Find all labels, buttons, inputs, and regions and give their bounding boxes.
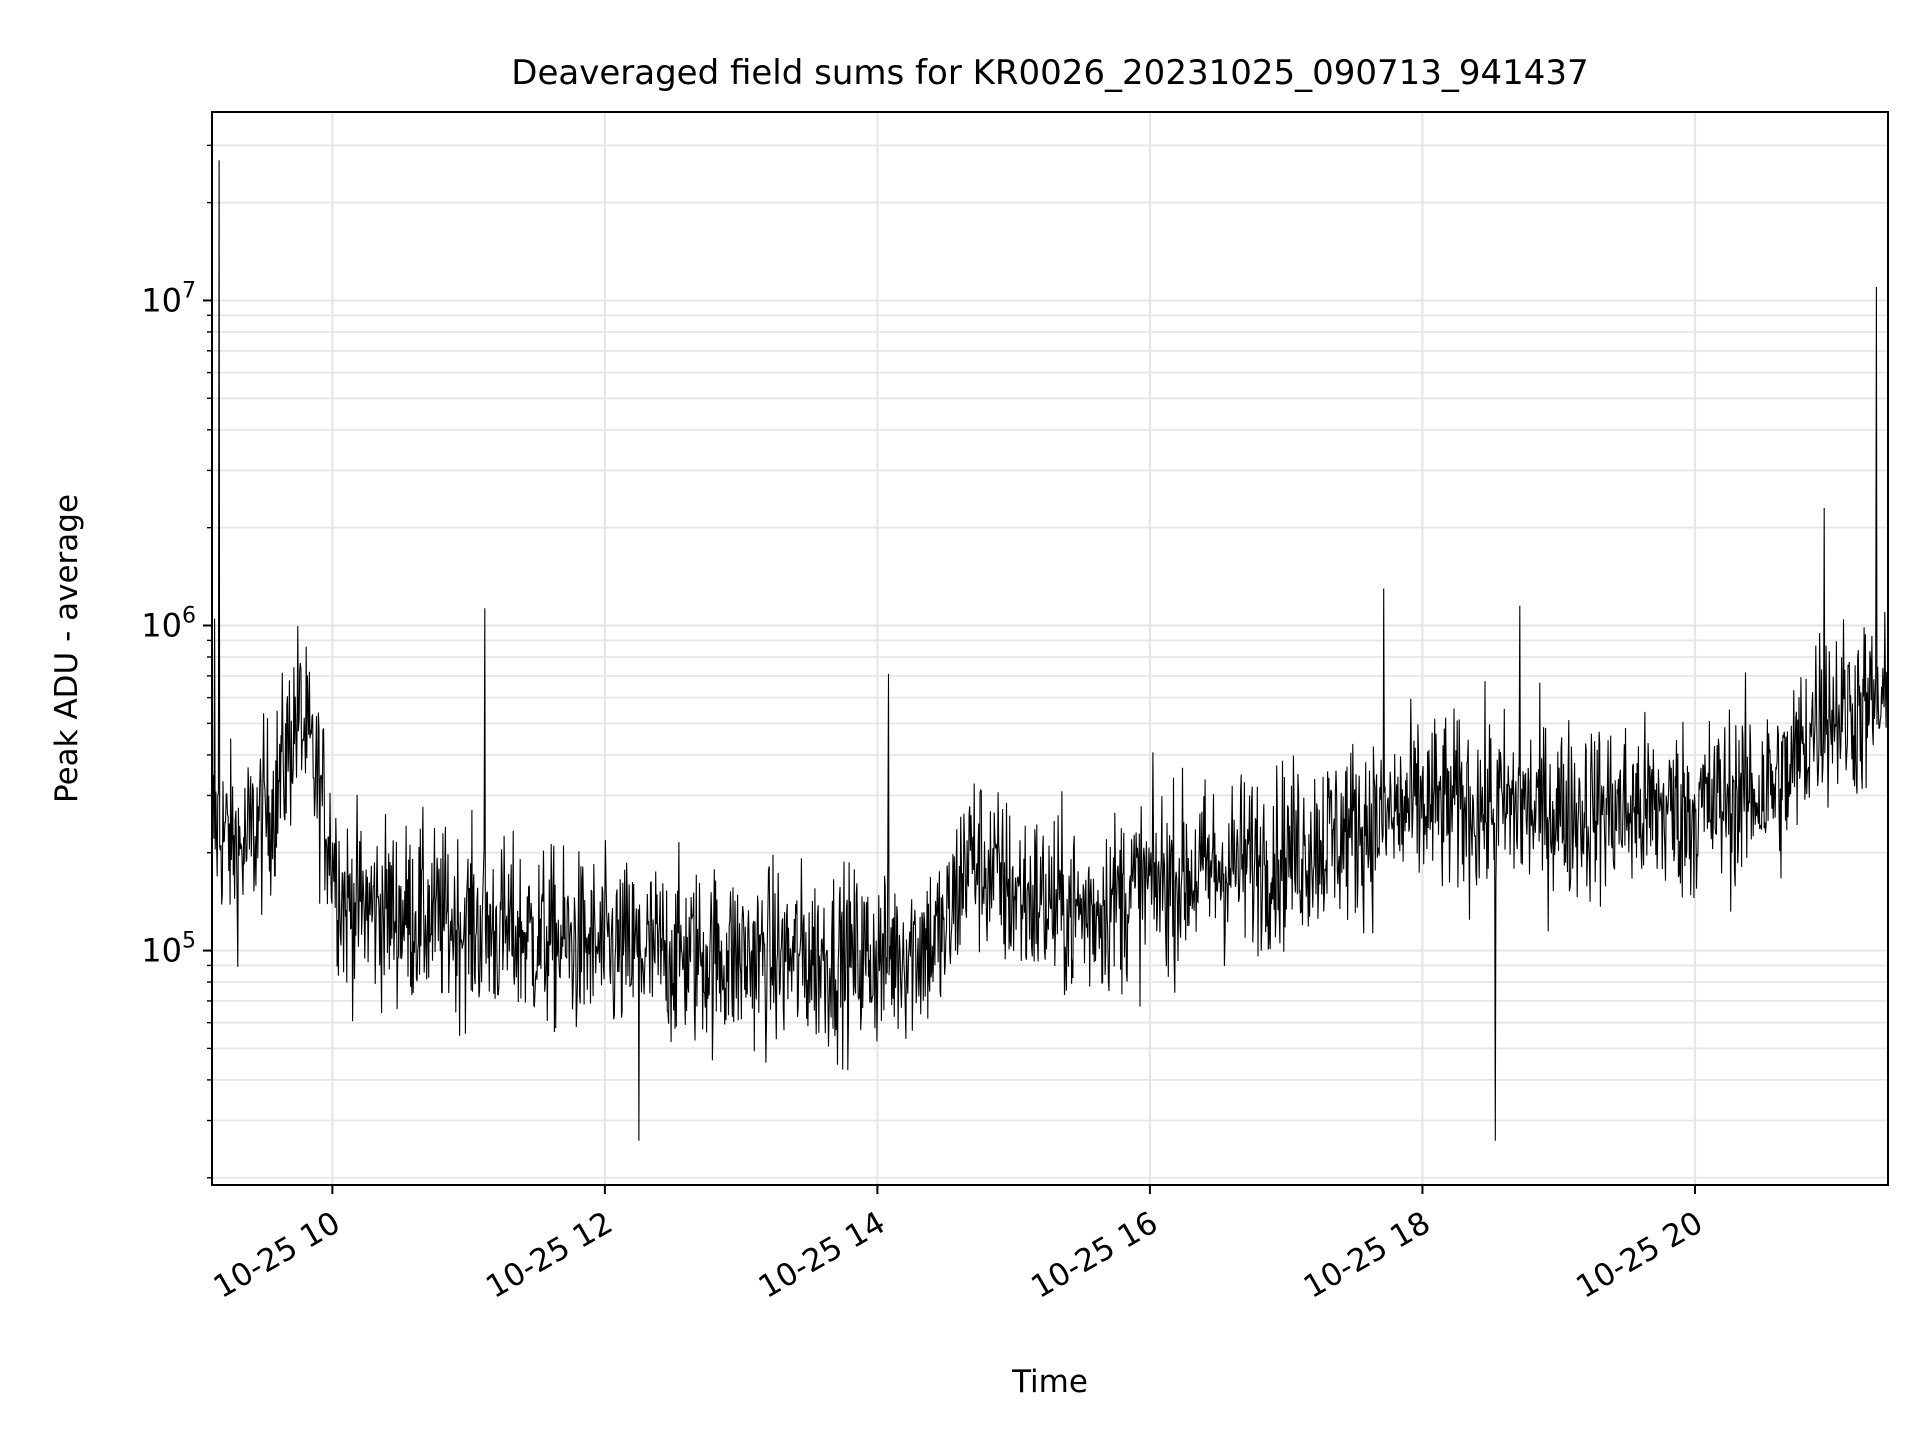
y-tick-label: 105 — [141, 929, 196, 970]
plot-frame — [211, 111, 1889, 1186]
y-tick-label: 107 — [141, 278, 196, 319]
grid-lines — [212, 112, 1888, 1185]
x-tick-label: 10-25 16 — [1025, 1205, 1164, 1306]
x-tick-label: 10-25 18 — [1298, 1205, 1437, 1306]
series-line — [211, 160, 1889, 1141]
series-group — [211, 160, 1889, 1141]
x-tick-label: 10-25 14 — [753, 1205, 892, 1306]
chart-title: Deaveraged field sums for KR0026_2023102… — [511, 53, 1588, 93]
y-tick-label: 106 — [141, 604, 196, 645]
x-tick-label: 10-25 10 — [208, 1205, 347, 1306]
x-tick-label: 10-25 20 — [1570, 1205, 1709, 1306]
axis-ticks: 105 106 107 10-25 10 10-25 12 10-25 14 10-25 1… — [141, 144, 1709, 1306]
x-axis-label: Time — [1011, 1364, 1088, 1400]
x-tick-label: 10-25 12 — [480, 1205, 619, 1306]
y-axis-label: Peak ADU - average — [49, 494, 85, 803]
